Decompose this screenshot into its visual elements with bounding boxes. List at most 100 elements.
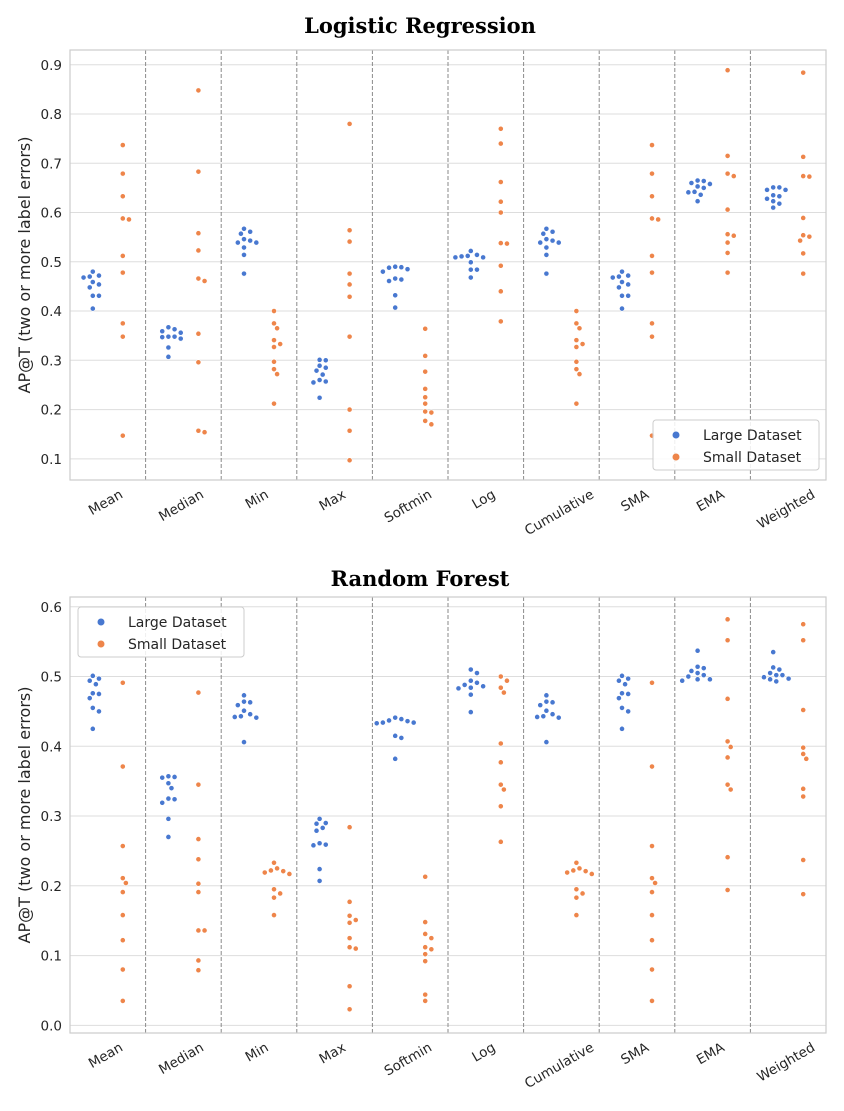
data-point-small — [497, 684, 504, 691]
data-point-large — [241, 236, 247, 243]
data-point-small — [800, 637, 807, 644]
data-point-large — [177, 335, 184, 342]
data-point-small — [271, 886, 277, 893]
data-point-large — [609, 274, 616, 281]
data-point-large — [537, 702, 544, 709]
data-point-large — [619, 279, 625, 285]
data-point-large — [392, 755, 399, 762]
data-point-large — [404, 718, 411, 725]
data-point-small — [422, 385, 429, 392]
legend: Large Dataset Small Dataset — [77, 606, 245, 658]
data-point-large — [89, 672, 96, 679]
data-point-small — [280, 868, 287, 875]
data-point-small — [119, 679, 126, 686]
data-point-large — [700, 185, 707, 191]
data-point-small — [346, 824, 353, 831]
data-point-small — [588, 871, 595, 877]
data-point-small — [573, 859, 580, 866]
data-point-large — [86, 284, 93, 291]
data-point-large — [694, 670, 701, 676]
data-point-small — [195, 781, 202, 788]
data-point-large — [386, 278, 392, 284]
data-point-large — [379, 719, 386, 726]
data-point-small — [564, 869, 571, 876]
data-point-large — [238, 713, 244, 720]
data-point-small — [500, 689, 507, 696]
legend-label: Large Dataset — [703, 428, 802, 444]
data-point-large — [616, 284, 622, 291]
data-point-small — [195, 247, 202, 254]
data-point-large — [474, 266, 480, 273]
x-tick-label: Cumulative — [522, 1040, 597, 1092]
data-point-small — [724, 754, 731, 761]
data-point-small — [271, 894, 277, 901]
data-point-small — [119, 889, 126, 895]
data-point-large — [310, 379, 317, 386]
data-point-small — [649, 170, 655, 177]
y-tick-label: 0.8 — [41, 107, 62, 123]
data-point-large — [619, 292, 625, 299]
data-point-small — [195, 856, 202, 863]
data-point-small — [422, 931, 429, 937]
legend-box — [652, 419, 820, 471]
data-point-large — [776, 200, 783, 207]
data-point-large — [549, 228, 556, 235]
x-tick-label: Softmin — [382, 1040, 435, 1080]
y-tick-label: 0.6 — [41, 600, 62, 616]
data-point-small — [724, 695, 731, 702]
data-point-small — [730, 173, 737, 179]
data-point-large — [555, 714, 562, 721]
data-point-small — [800, 751, 807, 757]
data-point-large — [316, 815, 323, 822]
data-point-small — [422, 352, 429, 359]
data-point-small — [346, 281, 353, 288]
data-point-large — [165, 773, 172, 780]
data-point-large — [707, 181, 713, 187]
data-point-large — [691, 188, 698, 195]
data-point-small — [497, 209, 504, 216]
x-tick-label: Max — [317, 487, 349, 515]
data-point-large — [464, 252, 471, 259]
data-point-small — [422, 400, 429, 407]
data-point-small — [277, 890, 284, 897]
data-point-large — [770, 649, 777, 656]
data-point-small — [428, 946, 435, 953]
data-point-large — [458, 253, 465, 260]
data-point-large — [625, 675, 632, 682]
data-point-small — [497, 240, 504, 246]
data-point-large — [474, 252, 480, 258]
data-point-large — [171, 774, 178, 780]
data-point-small — [422, 417, 429, 424]
data-point-small — [724, 738, 731, 745]
x-tick-label: Min — [243, 1040, 272, 1066]
data-point-large — [467, 684, 474, 691]
data-point-large — [165, 780, 172, 787]
data-point-small — [803, 755, 810, 762]
data-point-large — [619, 305, 625, 312]
data-point-small — [806, 173, 813, 180]
data-point-small — [730, 232, 737, 239]
data-point-small — [573, 320, 580, 327]
data-point-large — [543, 236, 550, 243]
data-point-large — [241, 698, 247, 705]
data-point-large — [89, 725, 96, 732]
data-point-small — [497, 318, 504, 325]
data-point-large — [761, 674, 767, 681]
data-point-large — [455, 685, 462, 692]
data-point-large — [770, 664, 777, 671]
data-point-small — [195, 689, 202, 696]
data-point-large — [247, 699, 254, 706]
data-point-small — [268, 867, 274, 874]
data-point-small — [271, 859, 277, 866]
data-point-small — [497, 140, 504, 147]
data-point-large — [467, 677, 474, 684]
data-point-small — [346, 270, 353, 277]
data-point-large — [171, 796, 178, 803]
data-point-small — [497, 673, 504, 680]
x-tick-label: Min — [243, 487, 272, 513]
data-point-large — [86, 695, 93, 702]
y-tick-label: 0.1 — [41, 452, 62, 468]
data-point-small — [277, 341, 284, 347]
data-point-large — [616, 273, 622, 280]
data-point-small — [195, 168, 202, 175]
